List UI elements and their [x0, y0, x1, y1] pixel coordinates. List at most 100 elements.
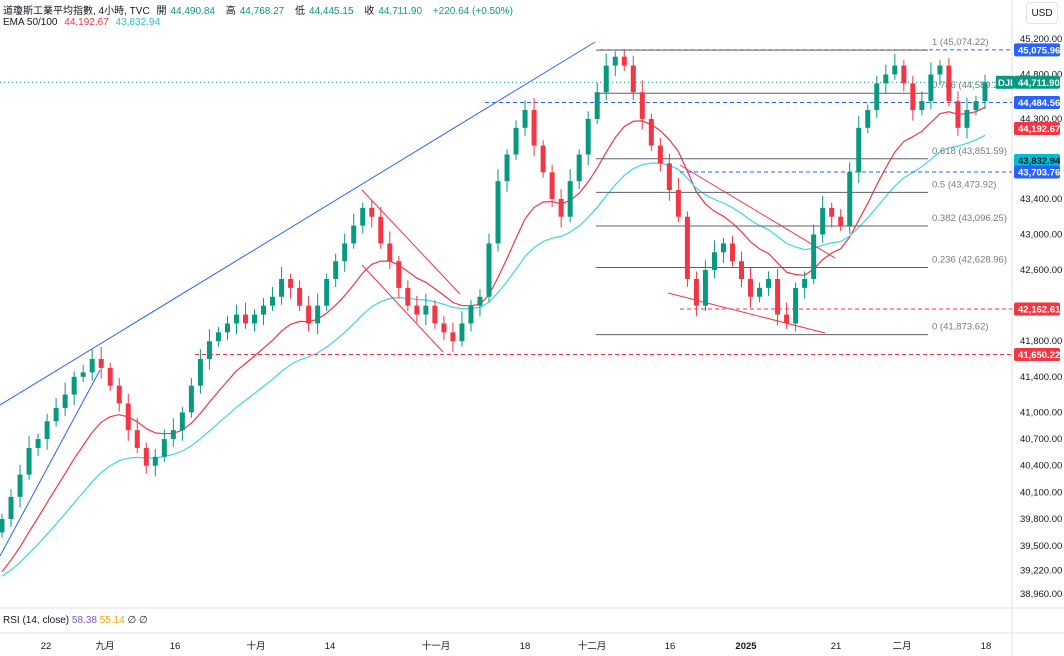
header-ohlc: 道瓊斯工業平均指數, 4小時, TVC 開 44,490.84 高 44,768.2…: [3, 2, 517, 17]
candle-body: [315, 305, 321, 324]
candle-body: [17, 474, 23, 497]
candle-body: [982, 82, 988, 102]
close-label: 收: [364, 6, 375, 17]
price-tag-label: 44,711.90: [1018, 78, 1060, 89]
rsi-legend: RSI (14, close) 58.38 55.14 ∅ ∅: [3, 615, 148, 626]
candle-body: [838, 216, 844, 226]
candle-body: [820, 207, 826, 235]
candle-body: [486, 243, 492, 297]
candle-body: [630, 65, 636, 93]
price-tag: [1014, 75, 1060, 89]
symbol-tag: [996, 75, 1014, 89]
candle-body: [513, 127, 519, 155]
candle-body: [729, 243, 735, 262]
candle-body: [62, 394, 68, 408]
time-tick-label: 16: [665, 641, 676, 652]
channel-upper: [361, 189, 461, 295]
symbol-title: 道瓊斯工業平均指數, 4小時, TVC: [3, 6, 150, 17]
candle-body: [856, 127, 862, 173]
candle-body: [134, 430, 140, 448]
candle-body: [8, 496, 14, 520]
price-tag: [1014, 153, 1060, 167]
candle-body: [468, 305, 474, 324]
ema100-value: 43,832.94: [115, 17, 161, 28]
price-tag-label: 44,192.67: [1018, 124, 1060, 135]
candle-body: [847, 172, 853, 226]
ema-lines: [1, 106, 986, 577]
channel-lower: [361, 264, 444, 353]
candle-body: [594, 92, 600, 119]
rsi-value: 58.38: [71, 615, 97, 626]
candle-body: [351, 225, 357, 244]
candle-body: [188, 385, 194, 413]
candle-body: [964, 110, 970, 128]
fib-label-0.382: 0.382 (43,096.25): [932, 213, 1007, 224]
candle-body: [711, 252, 717, 271]
symbol-tag-label: DJI: [998, 78, 1013, 89]
close-value: 44,711.90: [378, 6, 423, 17]
candle-body: [360, 207, 366, 226]
candle-body: [639, 92, 645, 119]
candle-body: [495, 181, 501, 244]
low-value: 44,445.15: [309, 6, 354, 17]
fib-label-1: 1 (45,074.22): [932, 37, 989, 48]
price-tag-label: 43,832.94: [1018, 156, 1061, 167]
candle-body: [423, 305, 429, 315]
candle-body: [955, 101, 961, 128]
drawings: 1 (45,074.22) 0.786 (44,589.29) 0.618 (43,…: [0, 37, 1012, 557]
time-tick-label: 十月: [246, 640, 265, 652]
candle-body: [684, 216, 690, 279]
candle-body: [612, 56, 618, 66]
candle-body: [811, 234, 817, 279]
price-tick-label: 40,100.00: [1020, 487, 1062, 498]
candle-body: [53, 407, 59, 422]
time-tick-label: 18: [520, 641, 531, 652]
candle-body: [477, 296, 483, 306]
candle-body: [973, 101, 979, 111]
price-axis[interactable]: 45,200.00 44,800.00 44,300.00 43,400.00 43,0…: [996, 34, 1062, 600]
time-tick-label: 16: [170, 641, 181, 652]
price-tick-label: 39,500.00: [1020, 541, 1062, 552]
candle-body: [197, 359, 203, 386]
upper-trendline: [0, 41, 596, 406]
candle-body: [748, 278, 754, 297]
time-tick-label: 九月: [95, 640, 114, 652]
candle-body: [71, 376, 77, 395]
candle-body: [405, 287, 411, 306]
wedge-upper: [679, 164, 836, 259]
candle-body: [0, 519, 5, 533]
candle-body: [603, 65, 609, 93]
ema100-line: [1, 134, 986, 577]
candle-body: [333, 261, 339, 279]
candle-body: [648, 118, 654, 146]
ema50-line: [1, 106, 986, 573]
candle-body: [242, 314, 248, 324]
price-tick-label: 40,700.00: [1020, 434, 1062, 445]
candle-body: [324, 278, 330, 306]
candle-body: [261, 305, 267, 315]
time-axis[interactable]: 22 九月 16 十月 14 十一月 18 十二月 16 2025 21 二月 18: [41, 640, 992, 652]
price-tick-label: 38,960.00: [1020, 589, 1062, 600]
rsi-empty-2: ∅: [139, 615, 148, 626]
candle-body: [937, 65, 943, 75]
candle-body: [666, 163, 672, 191]
candle-body: [80, 372, 86, 377]
candle-body: [766, 278, 772, 288]
candle-body: [739, 261, 745, 279]
price-tick-label: 43,400.00: [1020, 194, 1062, 205]
candle-body: [910, 83, 916, 111]
price-tag: [1014, 302, 1060, 316]
open-value: 44,490.84: [170, 6, 215, 17]
price-tick-label: 41,400.00: [1020, 372, 1062, 383]
candle-body: [865, 110, 871, 128]
open-label: 開: [156, 6, 167, 17]
candle-body: [215, 332, 221, 342]
candles: [0, 49, 988, 538]
rsi-label: RSI (14, close): [3, 615, 70, 626]
candle-body: [35, 439, 41, 448]
time-tick-label: 21: [831, 641, 842, 652]
currency-button[interactable]: USD: [1026, 2, 1058, 24]
candle-body: [675, 190, 681, 217]
wedge-lower: [667, 292, 826, 334]
